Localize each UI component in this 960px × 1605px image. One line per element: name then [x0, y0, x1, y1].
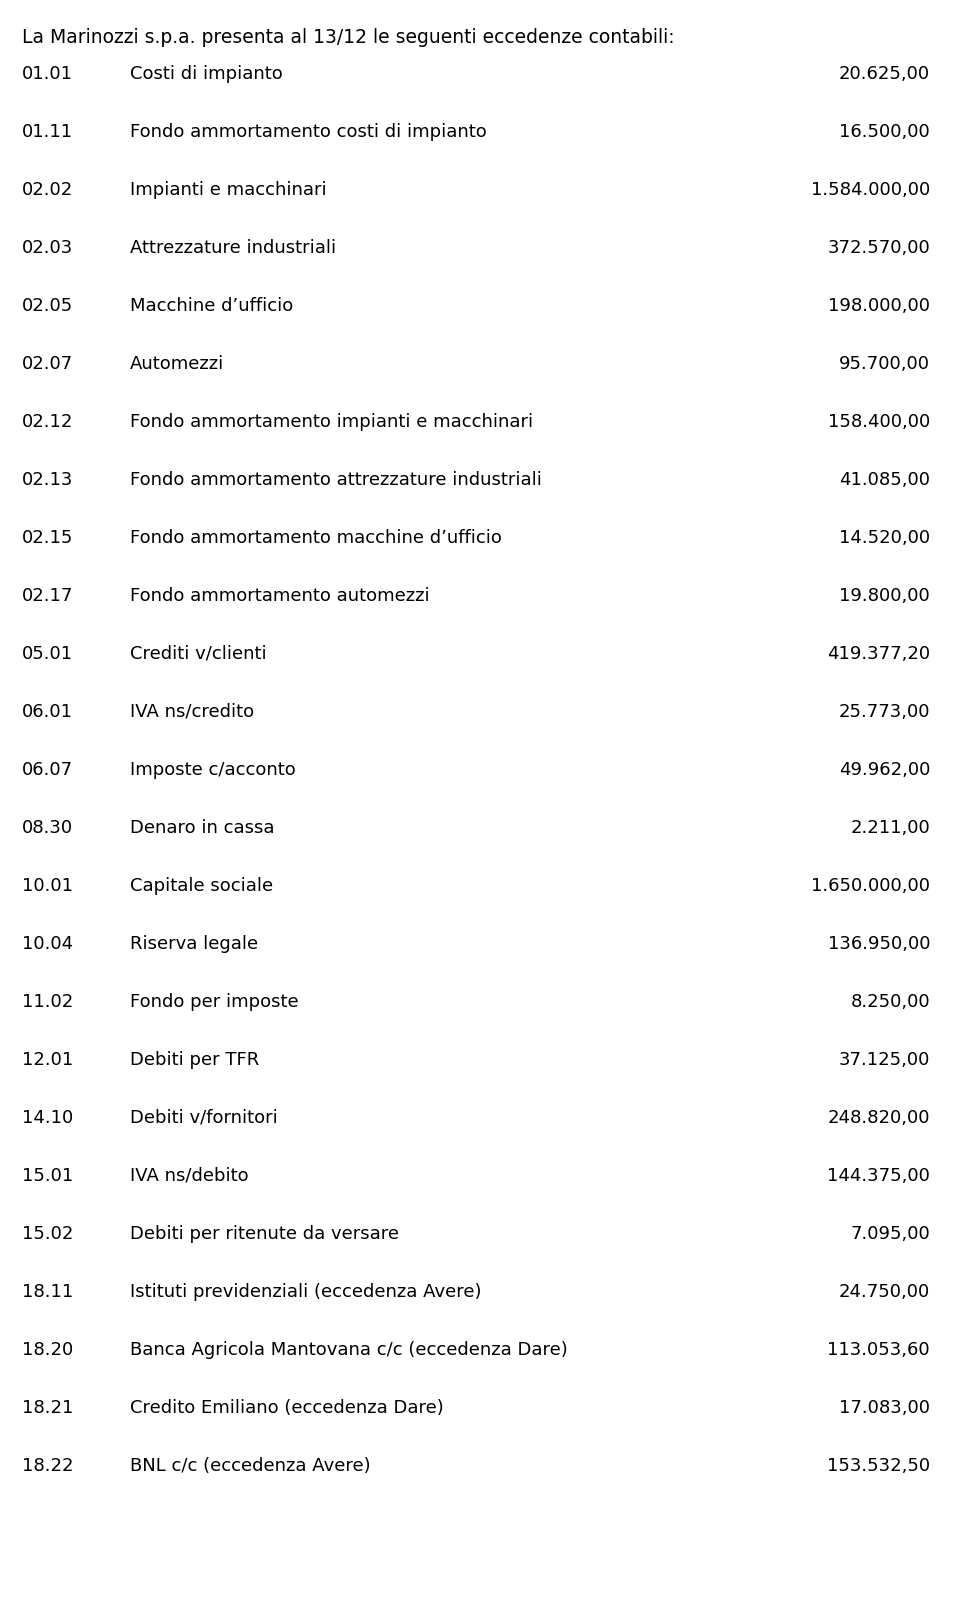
- Text: 15.02: 15.02: [22, 1225, 73, 1242]
- Text: 1.584.000,00: 1.584.000,00: [811, 181, 930, 199]
- Text: Fondo ammortamento costi di impianto: Fondo ammortamento costi di impianto: [130, 124, 487, 141]
- Text: 12.01: 12.01: [22, 1051, 73, 1069]
- Text: 248.820,00: 248.820,00: [828, 1109, 930, 1127]
- Text: BNL c/c (eccedenza Avere): BNL c/c (eccedenza Avere): [130, 1457, 371, 1475]
- Text: 20.625,00: 20.625,00: [839, 64, 930, 83]
- Text: Fondo ammortamento attrezzature industriali: Fondo ammortamento attrezzature industri…: [130, 470, 541, 490]
- Text: Riserva legale: Riserva legale: [130, 934, 258, 953]
- Text: 01.11: 01.11: [22, 124, 73, 141]
- Text: 153.532,50: 153.532,50: [827, 1457, 930, 1475]
- Text: 18.11: 18.11: [22, 1282, 73, 1302]
- Text: 10.01: 10.01: [22, 876, 73, 896]
- Text: 15.01: 15.01: [22, 1167, 73, 1184]
- Text: 41.085,00: 41.085,00: [839, 470, 930, 490]
- Text: Fondo per imposte: Fondo per imposte: [130, 993, 299, 1011]
- Text: 02.03: 02.03: [22, 239, 73, 257]
- Text: 198.000,00: 198.000,00: [828, 297, 930, 315]
- Text: 08.30: 08.30: [22, 819, 73, 836]
- Text: 10.04: 10.04: [22, 934, 73, 953]
- Text: 02.15: 02.15: [22, 530, 73, 547]
- Text: 136.950,00: 136.950,00: [828, 934, 930, 953]
- Text: 14.10: 14.10: [22, 1109, 73, 1127]
- Text: 37.125,00: 37.125,00: [839, 1051, 930, 1069]
- Text: 24.750,00: 24.750,00: [839, 1282, 930, 1302]
- Text: 11.02: 11.02: [22, 993, 73, 1011]
- Text: Istituti previdenziali (eccedenza Avere): Istituti previdenziali (eccedenza Avere): [130, 1282, 482, 1302]
- Text: IVA ns/credito: IVA ns/credito: [130, 703, 254, 721]
- Text: Fondo ammortamento impianti e macchinari: Fondo ammortamento impianti e macchinari: [130, 412, 533, 430]
- Text: 02.17: 02.17: [22, 587, 73, 605]
- Text: 372.570,00: 372.570,00: [828, 239, 930, 257]
- Text: 2.211,00: 2.211,00: [851, 819, 930, 836]
- Text: Imposte c/acconto: Imposte c/acconto: [130, 761, 296, 778]
- Text: 419.377,20: 419.377,20: [827, 645, 930, 663]
- Text: Crediti v/clienti: Crediti v/clienti: [130, 645, 267, 663]
- Text: 113.053,60: 113.053,60: [828, 1340, 930, 1359]
- Text: 16.500,00: 16.500,00: [839, 124, 930, 141]
- Text: Denaro in cassa: Denaro in cassa: [130, 819, 275, 836]
- Text: 01.01: 01.01: [22, 64, 73, 83]
- Text: 06.01: 06.01: [22, 703, 73, 721]
- Text: Credito Emiliano (eccedenza Dare): Credito Emiliano (eccedenza Dare): [130, 1400, 444, 1417]
- Text: 144.375,00: 144.375,00: [828, 1167, 930, 1184]
- Text: 8.250,00: 8.250,00: [851, 993, 930, 1011]
- Text: Debiti per ritenute da versare: Debiti per ritenute da versare: [130, 1225, 399, 1242]
- Text: 95.700,00: 95.700,00: [839, 355, 930, 372]
- Text: Fondo ammortamento automezzi: Fondo ammortamento automezzi: [130, 587, 430, 605]
- Text: 18.20: 18.20: [22, 1340, 73, 1359]
- Text: 18.21: 18.21: [22, 1400, 73, 1417]
- Text: Debiti per TFR: Debiti per TFR: [130, 1051, 259, 1069]
- Text: 49.962,00: 49.962,00: [839, 761, 930, 778]
- Text: 18.22: 18.22: [22, 1457, 74, 1475]
- Text: Automezzi: Automezzi: [130, 355, 225, 372]
- Text: Impianti e macchinari: Impianti e macchinari: [130, 181, 326, 199]
- Text: 19.800,00: 19.800,00: [839, 587, 930, 605]
- Text: Attrezzature industriali: Attrezzature industriali: [130, 239, 336, 257]
- Text: 158.400,00: 158.400,00: [828, 412, 930, 430]
- Text: 17.083,00: 17.083,00: [839, 1400, 930, 1417]
- Text: Banca Agricola Mantovana c/c (eccedenza Dare): Banca Agricola Mantovana c/c (eccedenza …: [130, 1340, 567, 1359]
- Text: Debiti v/fornitori: Debiti v/fornitori: [130, 1109, 277, 1127]
- Text: 06.07: 06.07: [22, 761, 73, 778]
- Text: 14.520,00: 14.520,00: [839, 530, 930, 547]
- Text: IVA ns/debito: IVA ns/debito: [130, 1167, 249, 1184]
- Text: Capitale sociale: Capitale sociale: [130, 876, 274, 896]
- Text: 02.05: 02.05: [22, 297, 73, 315]
- Text: Costi di impianto: Costi di impianto: [130, 64, 283, 83]
- Text: 7.095,00: 7.095,00: [851, 1225, 930, 1242]
- Text: La Marinozzi s.p.a. presenta al 13/12 le seguenti eccedenze contabili:: La Marinozzi s.p.a. presenta al 13/12 le…: [22, 27, 675, 47]
- Text: 02.02: 02.02: [22, 181, 73, 199]
- Text: 1.650.000,00: 1.650.000,00: [811, 876, 930, 896]
- Text: 02.13: 02.13: [22, 470, 73, 490]
- Text: Macchine d’ufficio: Macchine d’ufficio: [130, 297, 293, 315]
- Text: 02.07: 02.07: [22, 355, 73, 372]
- Text: 05.01: 05.01: [22, 645, 73, 663]
- Text: Fondo ammortamento macchine d’ufficio: Fondo ammortamento macchine d’ufficio: [130, 530, 502, 547]
- Text: 02.12: 02.12: [22, 412, 73, 430]
- Text: 25.773,00: 25.773,00: [838, 703, 930, 721]
